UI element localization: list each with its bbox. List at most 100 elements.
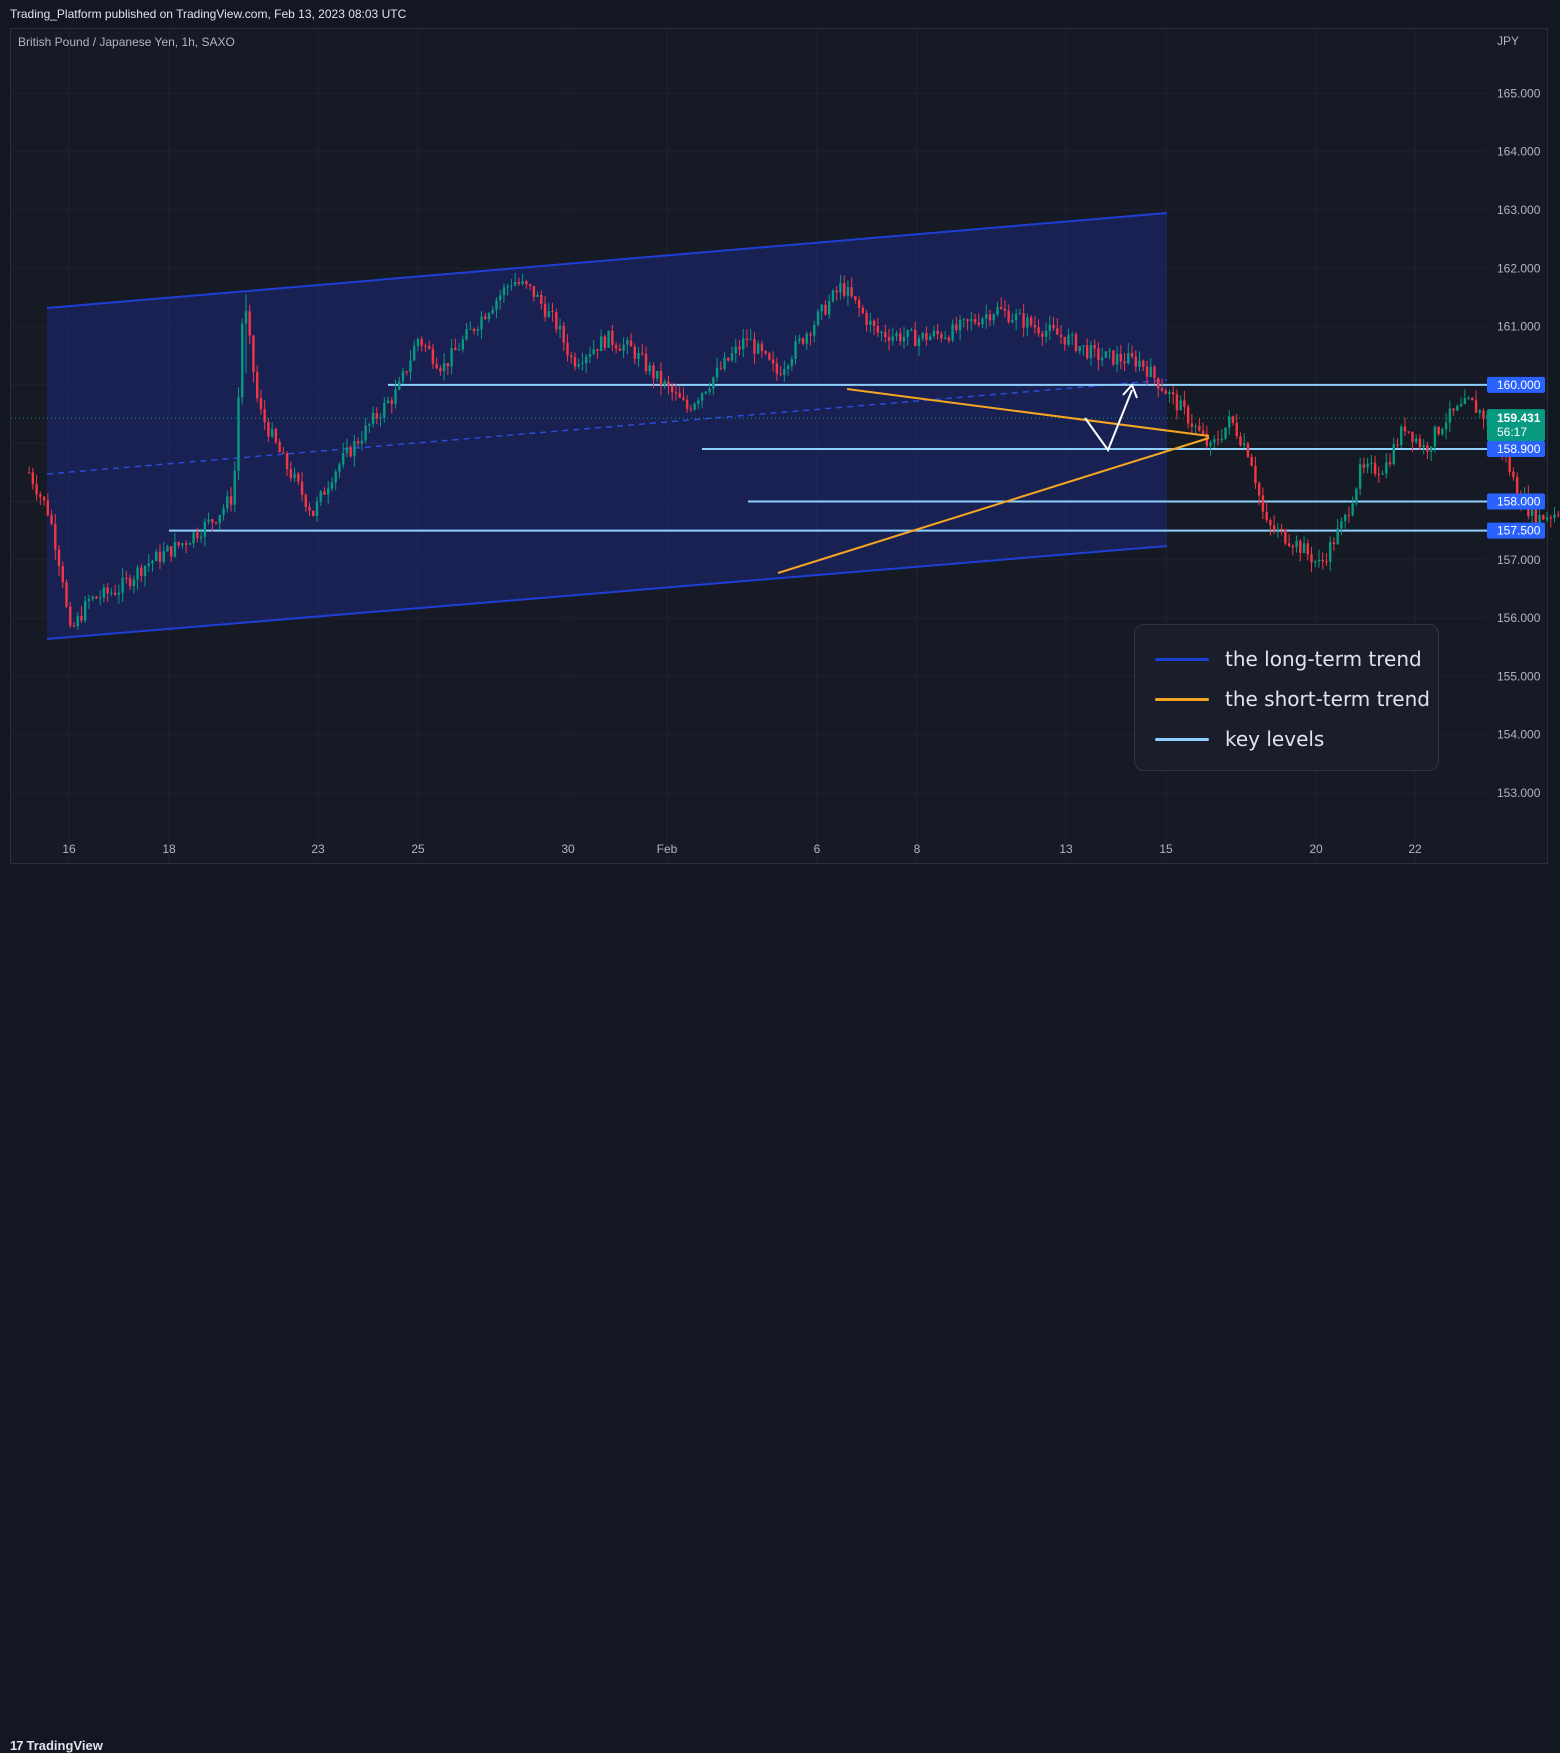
candle-body bbox=[1250, 456, 1253, 466]
x-tick-label: Feb bbox=[657, 842, 678, 856]
candle-body bbox=[756, 343, 760, 354]
candle-body bbox=[1134, 356, 1137, 367]
candle-body bbox=[1078, 346, 1081, 352]
candle-body bbox=[723, 357, 726, 369]
candle-body bbox=[188, 543, 192, 545]
candle-body bbox=[1471, 397, 1474, 401]
x-tick-label: 6 bbox=[814, 842, 821, 856]
candle-body bbox=[943, 337, 947, 339]
candle-body bbox=[955, 324, 958, 331]
candle-body bbox=[891, 336, 894, 341]
last-price-tag bbox=[1487, 409, 1545, 442]
x-tick-label: 20 bbox=[1309, 842, 1323, 856]
key-level-price-tag bbox=[1487, 376, 1545, 393]
y-tick-label: 156.000 bbox=[1497, 611, 1541, 625]
candle-body bbox=[1433, 426, 1437, 447]
candle-body bbox=[667, 381, 670, 387]
candle-body bbox=[839, 283, 842, 293]
candle-body bbox=[237, 397, 240, 471]
candle-body bbox=[708, 388, 711, 392]
candle-body bbox=[712, 377, 715, 389]
candle-body bbox=[1291, 545, 1295, 548]
candle-body bbox=[536, 294, 539, 297]
candle-body bbox=[884, 332, 887, 338]
candle-body bbox=[813, 324, 816, 336]
candle-body bbox=[1239, 436, 1242, 446]
candle-body bbox=[1385, 462, 1388, 474]
candle-body bbox=[368, 423, 371, 426]
candle-body bbox=[715, 367, 719, 378]
candle-body bbox=[282, 452, 285, 454]
candle-body bbox=[1041, 333, 1044, 337]
candle-body bbox=[1269, 520, 1272, 526]
candle-body bbox=[985, 314, 988, 319]
candle-body bbox=[1306, 543, 1309, 555]
candle-body bbox=[798, 338, 801, 342]
candle-body bbox=[1071, 334, 1074, 336]
candle-body bbox=[1003, 308, 1007, 311]
candle-body bbox=[371, 412, 375, 424]
candle-body bbox=[1366, 463, 1369, 468]
candle-body bbox=[214, 522, 218, 524]
candle-body bbox=[166, 546, 169, 552]
candle-body bbox=[1287, 543, 1291, 546]
legend-swatch-key-levels bbox=[1155, 737, 1209, 741]
candle-body bbox=[1257, 483, 1261, 496]
candle-body bbox=[1444, 422, 1448, 430]
candle-body bbox=[1388, 462, 1392, 465]
candle-body bbox=[682, 397, 685, 400]
candle-body bbox=[1157, 378, 1160, 389]
y-tick-label: 157.000 bbox=[1497, 553, 1541, 567]
candle-body bbox=[1112, 350, 1115, 365]
candle-body bbox=[786, 366, 790, 370]
candle-body bbox=[1538, 514, 1541, 527]
candle-body bbox=[341, 453, 345, 465]
x-tick-label: 16 bbox=[62, 842, 76, 856]
candle-body bbox=[181, 543, 184, 546]
candle-body bbox=[1082, 345, 1085, 347]
candle-body bbox=[87, 598, 91, 601]
candle-body bbox=[659, 370, 663, 386]
candle-body bbox=[323, 491, 326, 495]
candle-body bbox=[155, 551, 158, 562]
candle-body bbox=[270, 429, 274, 437]
candle-body bbox=[1089, 345, 1093, 359]
candle-body bbox=[1463, 398, 1466, 405]
candle-body bbox=[1153, 366, 1156, 379]
candle-body bbox=[816, 311, 820, 325]
candle-body bbox=[1452, 408, 1455, 411]
candle-body bbox=[1007, 310, 1010, 323]
candle-body bbox=[674, 392, 678, 394]
price-chart[interactable]: 165.000164.000163.000162.000161.000159.0… bbox=[0, 0, 1560, 898]
candle-body bbox=[1482, 410, 1485, 419]
candle-body bbox=[1243, 443, 1246, 446]
candle-body bbox=[484, 316, 487, 320]
candle-body bbox=[1355, 488, 1358, 504]
candle-body bbox=[618, 348, 622, 351]
candle-body bbox=[1414, 438, 1418, 443]
candle-body bbox=[962, 319, 966, 321]
y-tick-label: 164.000 bbox=[1497, 145, 1541, 159]
candle-body bbox=[255, 372, 259, 399]
candle-body bbox=[592, 349, 595, 355]
y-tick-label: 165.000 bbox=[1497, 86, 1541, 100]
candle-body bbox=[128, 577, 132, 587]
candle-body bbox=[1246, 443, 1250, 457]
candle-body bbox=[1336, 528, 1339, 545]
candle-body bbox=[887, 337, 891, 341]
candle-body bbox=[872, 320, 876, 326]
y-tick-label: 161.000 bbox=[1497, 320, 1541, 334]
candle-body bbox=[1183, 400, 1186, 407]
candle-body bbox=[1138, 360, 1141, 367]
tradingview-logo[interactable]: 17 TradingView bbox=[10, 1738, 103, 1753]
x-tick-label: 23 bbox=[311, 842, 325, 856]
candle-body bbox=[1108, 350, 1111, 352]
candle-body bbox=[39, 494, 42, 497]
candle-body bbox=[1186, 406, 1190, 424]
candle-body bbox=[521, 281, 524, 284]
candle-body bbox=[1272, 525, 1276, 531]
candle-body bbox=[1325, 561, 1328, 563]
candle-body bbox=[1426, 445, 1429, 452]
candle-body bbox=[745, 338, 749, 340]
candle-body bbox=[35, 484, 38, 495]
